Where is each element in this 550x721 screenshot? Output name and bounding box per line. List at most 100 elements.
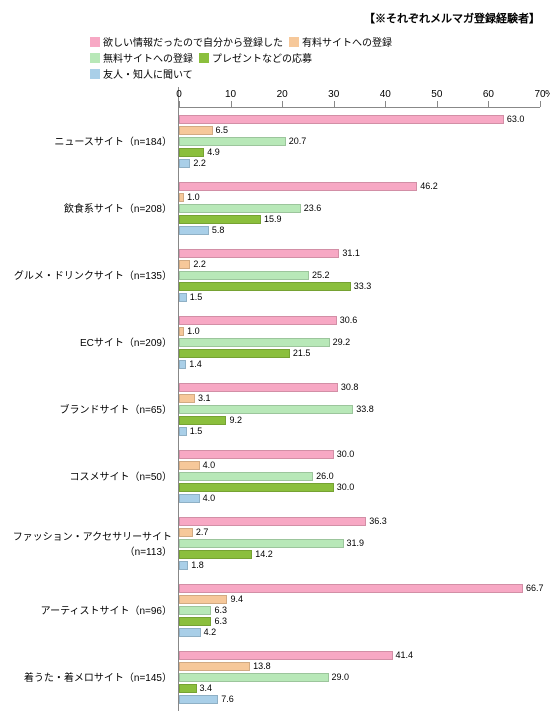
bar — [179, 360, 186, 369]
bar — [179, 651, 393, 660]
bar — [179, 416, 226, 425]
x-tick: 20 — [277, 89, 288, 100]
chart: ニュースサイト（n=184）飲食系サイト（n=208）グルメ・ドリンクサイト（n… — [10, 87, 540, 711]
bar-value: 2.2 — [193, 158, 206, 169]
bar-value: 31.9 — [347, 538, 365, 549]
y-axis-labels: ニュースサイト（n=184）飲食系サイト（n=208）グルメ・ドリンクサイト（n… — [10, 87, 178, 711]
legend-item: 無料サイトへの登録 — [90, 50, 193, 65]
bar-value: 1.8 — [191, 560, 204, 571]
bar-group: 30.83.133.89.21.5 — [179, 376, 540, 443]
bar — [179, 282, 351, 291]
bar-value: 1.5 — [190, 292, 203, 303]
bar-value: 1.5 — [190, 426, 203, 437]
x-axis: % 010203040506070 — [179, 87, 540, 108]
bar — [179, 394, 195, 403]
bar-value: 4.0 — [203, 493, 216, 504]
bar-group: 36.3 2.7 31.9 14.2 1.8 — [179, 510, 540, 577]
bar-value: 29.2 — [333, 337, 351, 348]
bar-value: 1.4 — [189, 359, 202, 370]
bar — [179, 427, 187, 436]
x-tick: 30 — [328, 89, 339, 100]
bar — [179, 249, 339, 258]
bar — [179, 450, 334, 459]
bar-value: 2.7 — [196, 527, 209, 538]
bar — [179, 126, 213, 135]
bar-value: 6.5 — [216, 125, 229, 136]
legend-swatch — [289, 37, 299, 47]
bar-value: 30.6 — [340, 315, 358, 326]
bar — [179, 405, 353, 414]
bar-value: 6.3 — [214, 616, 227, 627]
category-label: 着うた・着メロサイト（n=145） — [10, 643, 178, 710]
bar-value: 3.4 — [200, 683, 213, 694]
bar — [179, 695, 218, 704]
legend-label: 欲しい情報だったので自分から登録した — [103, 34, 283, 49]
bar-value: 33.3 — [354, 281, 372, 292]
bar-value: 63.0 — [507, 114, 525, 125]
bar-value: 14.2 — [255, 549, 273, 560]
bar — [179, 628, 201, 637]
category-label: ファッション・アクセサリーサイト（n=113） — [10, 509, 178, 576]
bar — [179, 517, 366, 526]
bar-group: 41.413.829.03.47.6 — [179, 644, 540, 711]
bar — [179, 316, 337, 325]
bar — [179, 584, 523, 593]
bar-value: 3.1 — [198, 393, 211, 404]
bar — [179, 494, 200, 503]
bar-group: 30.04.026.030.04.0 — [179, 443, 540, 510]
legend-swatch — [199, 53, 209, 63]
bar — [179, 204, 301, 213]
category-label: コスメサイト（n=50） — [10, 442, 178, 509]
bar — [179, 215, 261, 224]
x-tick: 60 — [483, 89, 494, 100]
legend-item: 友人・知人に聞いて — [90, 66, 193, 81]
legend-label: 有料サイトへの登録 — [302, 34, 392, 49]
header-note: 【※それぞれメルマガ登録経験者】 — [10, 10, 540, 26]
legend-item: プレゼントなどの応募 — [199, 50, 312, 65]
bar-value: 2.2 — [193, 259, 206, 270]
bar-value: 36.3 — [369, 516, 387, 527]
bar-value: 1.0 — [187, 192, 200, 203]
category-label: ブランドサイト（n=65） — [10, 375, 178, 442]
bar-value: 29.0 — [332, 672, 350, 683]
bar-group: 63.0 6.5 20.7 4.92.2 — [179, 108, 540, 175]
bar — [179, 338, 330, 347]
bar-value: 6.3 — [214, 605, 227, 616]
bar — [179, 226, 209, 235]
percent-label: % — [545, 89, 550, 100]
bar — [179, 115, 504, 124]
bar — [179, 472, 313, 481]
bar-group: 30.61.029.221.51.4 — [179, 309, 540, 376]
bar-value: 4.0 — [203, 460, 216, 471]
legend-swatch — [90, 69, 100, 79]
bar — [179, 539, 344, 548]
bar — [179, 349, 290, 358]
bar-value: 20.7 — [289, 136, 307, 147]
bar-group: 31.12.225.233.31.5 — [179, 242, 540, 309]
bar-value: 25.2 — [312, 270, 330, 281]
bar-value: 4.9 — [207, 147, 220, 158]
legend: 欲しい情報だったので自分から登録した 有料サイトへの登録無料サイトへの登録 プレゼン… — [90, 34, 540, 81]
bar-value: 15.9 — [264, 214, 282, 225]
bar — [179, 271, 309, 280]
legend-label: 無料サイトへの登録 — [103, 50, 193, 65]
category-label: ニュースサイト（n=184） — [10, 107, 178, 174]
legend-swatch — [90, 37, 100, 47]
bar — [179, 461, 200, 470]
bar-value: 23.6 — [304, 203, 322, 214]
bar — [179, 673, 329, 682]
legend-label: プレゼントなどの応募 — [212, 50, 312, 65]
x-tick: 50 — [431, 89, 442, 100]
bar — [179, 148, 204, 157]
bar-value: 4.2 — [204, 627, 217, 638]
x-tick: 70 — [534, 89, 545, 100]
bar — [179, 483, 334, 492]
bar — [179, 606, 211, 615]
bar-value: 41.4 — [396, 650, 414, 661]
legend-item: 欲しい情報だったので自分から登録した — [90, 34, 283, 49]
bar-value: 46.2 — [420, 181, 438, 192]
bar — [179, 260, 190, 269]
x-tick: 10 — [225, 89, 236, 100]
bar-value: 66.7 — [526, 583, 544, 594]
bar-group: 46.21.023.615.95.8 — [179, 175, 540, 242]
